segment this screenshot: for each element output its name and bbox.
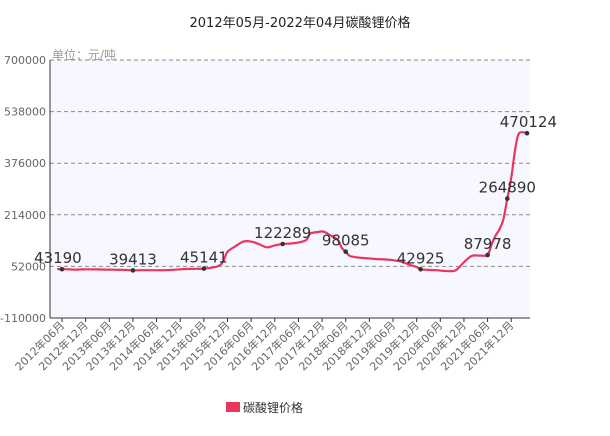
y-tick-label: 538000: [4, 106, 46, 119]
series-layer: [57, 130, 529, 273]
data-markers: [59, 130, 530, 273]
grid-lines: [50, 59, 530, 267]
data-point[interactable]: [130, 268, 136, 273]
unit-label: 单位：元/吨: [52, 47, 116, 62]
data-label: 45141: [180, 249, 228, 267]
data-point[interactable]: [343, 249, 349, 255]
data-point[interactable]: [504, 196, 510, 201]
data-point[interactable]: [201, 266, 207, 271]
data-label: 98085: [322, 232, 370, 250]
chart-title: 2012年05月-2022年04月碳酸锂价格: [190, 15, 411, 31]
data-label: 43190: [34, 249, 82, 267]
y-tick-label: 52000: [11, 260, 46, 273]
axes: [49, 60, 530, 322]
data-label: 470124: [500, 113, 557, 131]
data-label: 39413: [109, 250, 157, 268]
data-point[interactable]: [485, 252, 490, 258]
data-label: 264890: [479, 179, 536, 197]
y-tick-label: 700000: [4, 54, 46, 67]
legend-label: 碳酸锂价格: [243, 400, 303, 415]
data-point[interactable]: [59, 266, 65, 272]
plot-area: [50, 60, 530, 318]
data-point[interactable]: [524, 130, 530, 136]
data-labels: 43190 39413 45141 122289 98085 42925 87978 2648…: [34, 113, 557, 268]
data-label: 42925: [397, 249, 445, 267]
legend[interactable]: 碳酸锂价格: [226, 400, 303, 415]
data-label: 87978: [464, 235, 512, 253]
data-point[interactable]: [280, 241, 285, 247]
legend-swatch: [226, 402, 240, 412]
series-line[interactable]: [57, 130, 529, 273]
data-label: 122289: [254, 224, 311, 242]
y-tick-label: 214000: [4, 209, 46, 222]
data-point[interactable]: [418, 266, 423, 272]
y-tick-label: -110000: [0, 312, 46, 325]
y-tick-label: 376000: [4, 157, 46, 170]
x-tick-labels: 2012年06月2012年12月2013年06月2013年12月2014年06月…: [12, 318, 516, 373]
y-tick-labels: 700000 538000 376000 214000 52000 -110000: [0, 54, 46, 325]
